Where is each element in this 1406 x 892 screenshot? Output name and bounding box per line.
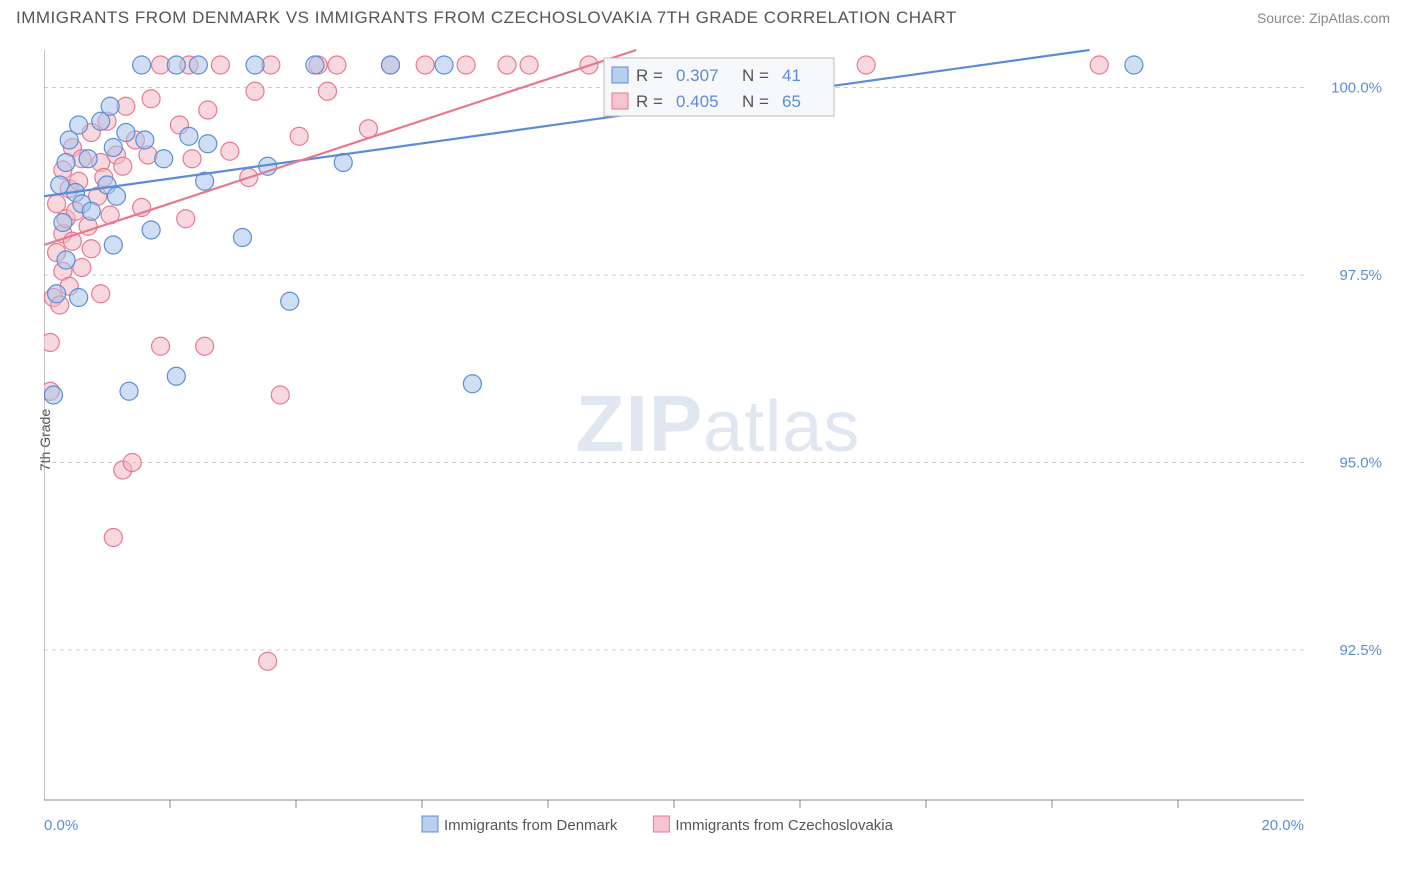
svg-text:0.0%: 0.0% bbox=[44, 817, 78, 834]
svg-text:20.0%: 20.0% bbox=[1261, 817, 1304, 834]
chart-container: 7th Grade 0.0%20.0%92.5%95.0%97.5%100.0%… bbox=[14, 40, 1392, 840]
svg-text:95.0%: 95.0% bbox=[1339, 455, 1382, 472]
scatter-chart: 0.0% 20.0% 92.5% 95.0% 97.5% 100.0% R = 0.307 N … bbox=[44, 40, 1392, 840]
svg-text:N =: N = bbox=[742, 66, 769, 85]
source-label: Source: ZipAtlas.com bbox=[1257, 10, 1390, 26]
svg-text:R =: R = bbox=[636, 66, 663, 85]
svg-text:0.307: 0.307 bbox=[676, 66, 719, 85]
svg-text:0.405: 0.405 bbox=[676, 92, 719, 111]
svg-text:Immigrants from Denmark: Immigrants from Denmark bbox=[444, 817, 618, 834]
svg-text:41: 41 bbox=[782, 66, 801, 85]
svg-text:97.5%: 97.5% bbox=[1339, 267, 1382, 284]
svg-text:92.5%: 92.5% bbox=[1339, 642, 1382, 659]
svg-text:65: 65 bbox=[782, 92, 801, 111]
chart-title: IMMIGRANTS FROM DENMARK VS IMMIGRANTS FR… bbox=[16, 8, 957, 28]
svg-text:R =: R = bbox=[636, 92, 663, 111]
svg-text:100.0%: 100.0% bbox=[1331, 80, 1382, 97]
svg-text:N =: N = bbox=[742, 92, 769, 111]
svg-text:Immigrants from Czechoslovakia: Immigrants from Czechoslovakia bbox=[675, 817, 893, 834]
